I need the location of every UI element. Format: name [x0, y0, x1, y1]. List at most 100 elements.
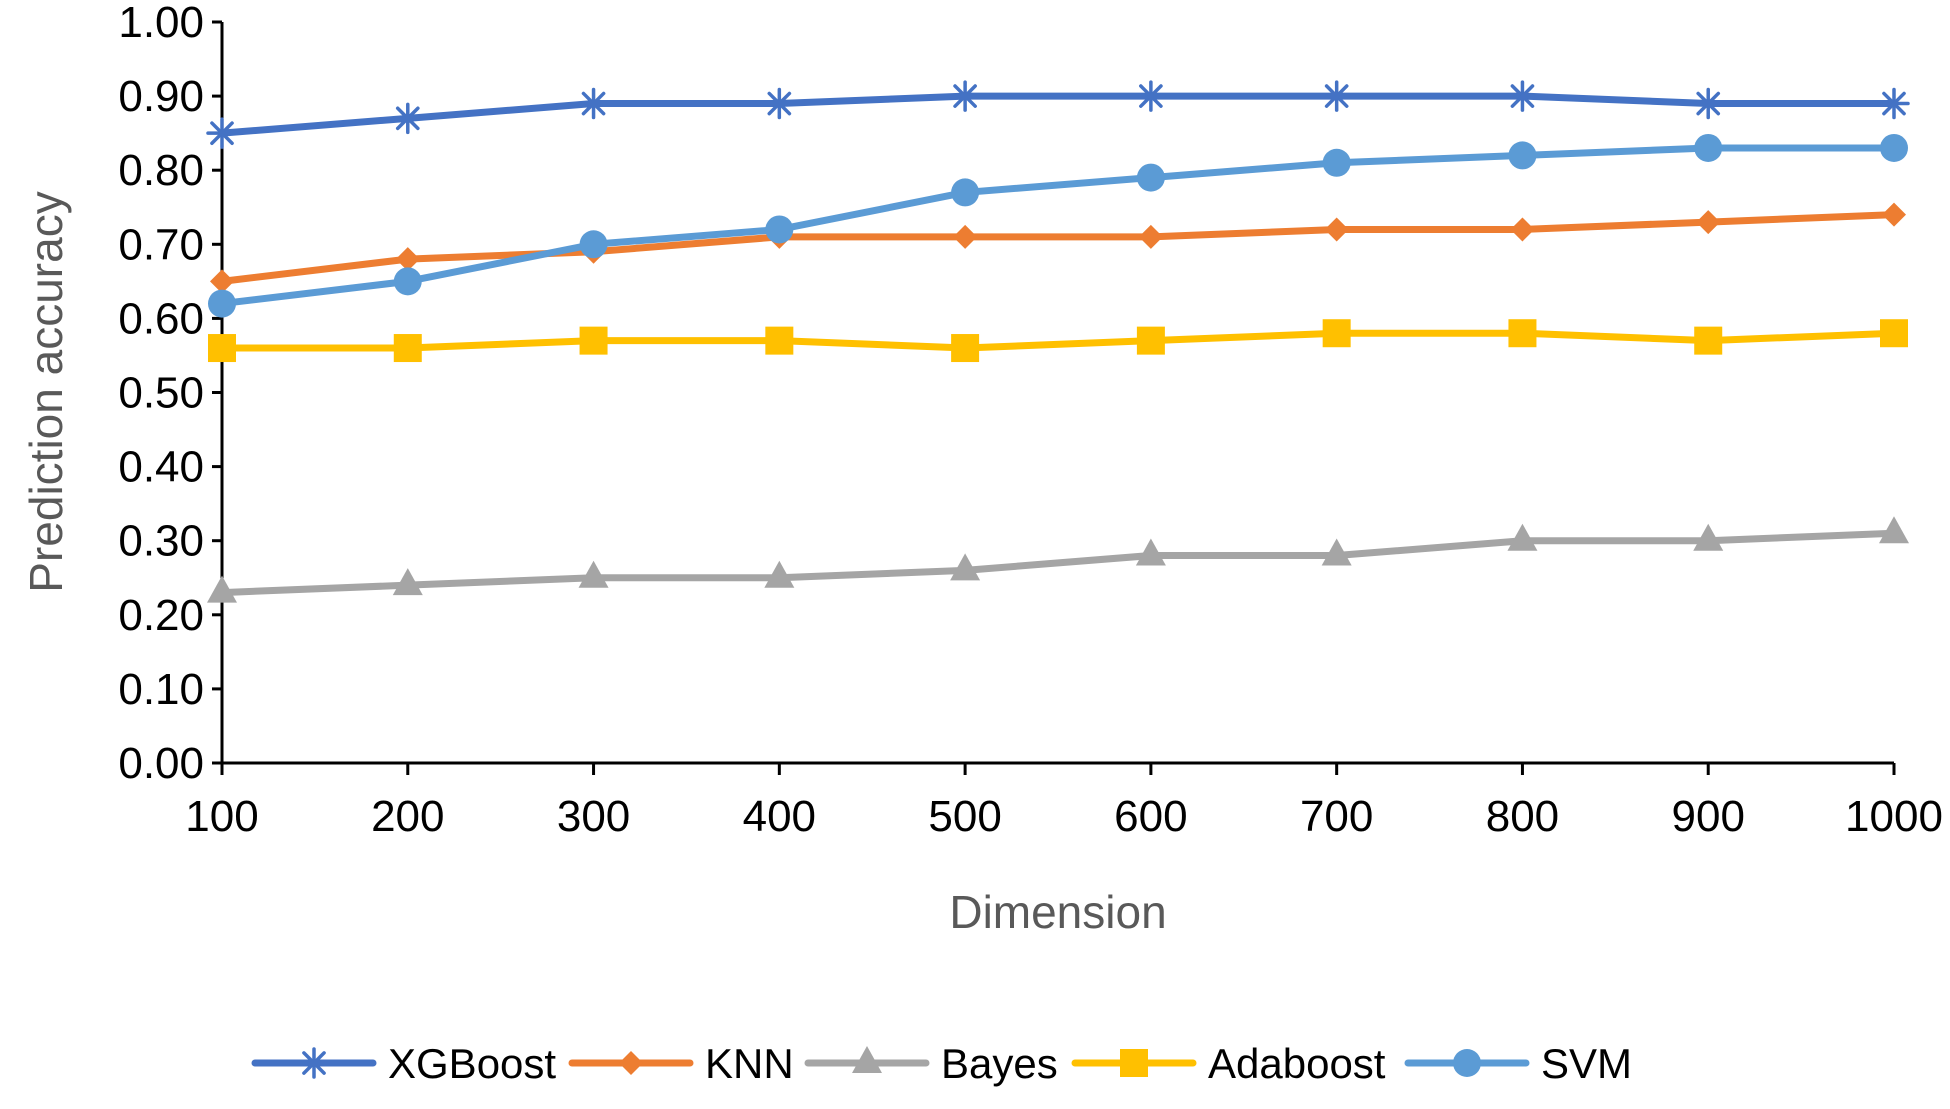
y-axis-ticks: 0.00 0.10 0.20 0.30 0.40 0.50 0.60 0.70 0.80 0.90…: [118, 0, 222, 788]
legend-item-svm: SVM: [1404, 1040, 1632, 1087]
data-point-adaboost: [1880, 319, 1908, 348]
data-point-svm: [1136, 163, 1165, 192]
data-point-adaboost: [1322, 319, 1351, 348]
data-point-bayes: [764, 560, 795, 588]
data-point-adaboost: [1694, 326, 1723, 355]
data-point-knn: [395, 247, 420, 272]
data-point-adaboost: [765, 326, 794, 355]
legend-marker-xgboost: [298, 1047, 330, 1079]
series-line-adaboost: [218, 329, 1898, 352]
data-point-svm: [1322, 148, 1351, 177]
y-axis-title: Prediction accuracy: [20, 191, 72, 592]
legend-marker-adaboost: [1120, 1049, 1148, 1077]
series-line-svm: [218, 144, 1898, 308]
data-point-knn: [210, 269, 234, 294]
data-point-knn: [1696, 210, 1721, 235]
data-point-xgboost: [1135, 80, 1167, 112]
x-tick-label: 600: [1114, 792, 1187, 841]
x-axis-title: Dimension: [949, 886, 1166, 938]
series-knn: [210, 202, 1906, 294]
y-tick-label: 0.00: [118, 739, 204, 788]
data-point-adaboost: [393, 334, 422, 363]
data-point-knn: [1324, 217, 1349, 242]
x-tick-label: 400: [743, 792, 816, 841]
data-point-knn: [1882, 202, 1906, 227]
data-point-xgboost: [763, 87, 796, 120]
legend-marker-svm: [1453, 1049, 1481, 1077]
legend-label: XGBoost: [388, 1040, 556, 1087]
series-bayes: [207, 516, 1909, 603]
data-point-xgboost: [577, 87, 610, 120]
legend: XGBoost KNN Bayes Adaboost SVM: [251, 1040, 1632, 1087]
series-line-knn: [218, 211, 1898, 285]
data-point-adaboost: [208, 334, 236, 363]
data-point-knn: [953, 224, 978, 249]
data-point-bayes: [578, 560, 609, 588]
data-point-knn: [1510, 217, 1535, 242]
data-point-adaboost: [951, 334, 980, 363]
data-point-adaboost: [1136, 326, 1165, 355]
series-line-xgboost: [218, 92, 1898, 137]
x-tick-label: 1000: [1845, 792, 1943, 841]
y-tick-label: 0.40: [118, 443, 204, 492]
data-point-xgboost: [392, 102, 424, 135]
data-point-bayes: [1321, 538, 1352, 566]
data-point-svm: [1508, 141, 1537, 170]
x-tick-label: 100: [185, 792, 258, 841]
data-point-adaboost: [1508, 319, 1537, 348]
data-point-svm: [393, 267, 422, 296]
legend-label: Bayes: [941, 1040, 1058, 1087]
data-point-svm: [951, 178, 980, 207]
legend-item-bayes: Bayes: [804, 1040, 1058, 1087]
data-point-bayes: [392, 568, 423, 596]
series-svm: [208, 133, 1908, 318]
series-xgboost: [206, 80, 1910, 149]
legend-marker-bayes: [852, 1046, 882, 1073]
data-point-svm: [208, 289, 236, 318]
x-tick-label: 300: [557, 792, 630, 841]
data-point-xgboost: [1320, 80, 1353, 112]
data-point-bayes: [1879, 516, 1909, 544]
y-tick-label: 0.90: [118, 72, 204, 121]
x-tick-label: 900: [1672, 792, 1745, 841]
x-axis-ticks: 100 200 300 400 500 600 700 800 900 1000: [185, 763, 1943, 841]
legend-item-knn: KNN: [568, 1040, 794, 1087]
data-point-svm: [1694, 133, 1723, 162]
x-tick-label: 700: [1300, 792, 1373, 841]
y-tick-label: 0.30: [118, 517, 204, 566]
data-point-svm: [1880, 133, 1908, 162]
data-point-bayes: [207, 575, 237, 603]
series-layer: [206, 80, 1910, 603]
x-tick-label: 500: [928, 792, 1001, 841]
y-tick-label: 0.10: [118, 665, 204, 714]
series-adaboost: [208, 319, 1908, 363]
data-point-xgboost: [206, 117, 238, 149]
data-point-svm: [579, 230, 608, 259]
data-point-bayes: [1693, 523, 1724, 551]
data-point-xgboost: [1878, 87, 1910, 120]
y-tick-label: 0.50: [118, 369, 204, 418]
y-tick-label: 1.00: [118, 0, 204, 47]
data-point-bayes: [1135, 538, 1166, 566]
y-tick-label: 0.70: [118, 220, 204, 269]
legend-label: Adaboost: [1208, 1040, 1386, 1087]
legend-item-adaboost: Adaboost: [1071, 1040, 1386, 1087]
legend-label: KNN: [705, 1040, 794, 1087]
data-point-knn: [1138, 224, 1163, 249]
legend-label: SVM: [1541, 1040, 1632, 1087]
chart-axes: [220, 22, 1894, 765]
data-point-bayes: [1507, 523, 1538, 551]
x-tick-label: 200: [371, 792, 444, 841]
legend-item-xgboost: XGBoost: [251, 1040, 556, 1087]
y-tick-label: 0.80: [118, 146, 204, 195]
data-point-bayes: [950, 553, 981, 581]
y-tick-label: 0.60: [118, 294, 204, 343]
x-tick-label: 800: [1486, 792, 1559, 841]
data-point-xgboost: [949, 80, 981, 112]
y-tick-label: 0.20: [118, 591, 204, 640]
data-point-xgboost: [1506, 80, 1539, 112]
series-line-bayes: [218, 529, 1898, 597]
data-point-adaboost: [579, 326, 608, 355]
data-point-svm: [765, 215, 794, 244]
